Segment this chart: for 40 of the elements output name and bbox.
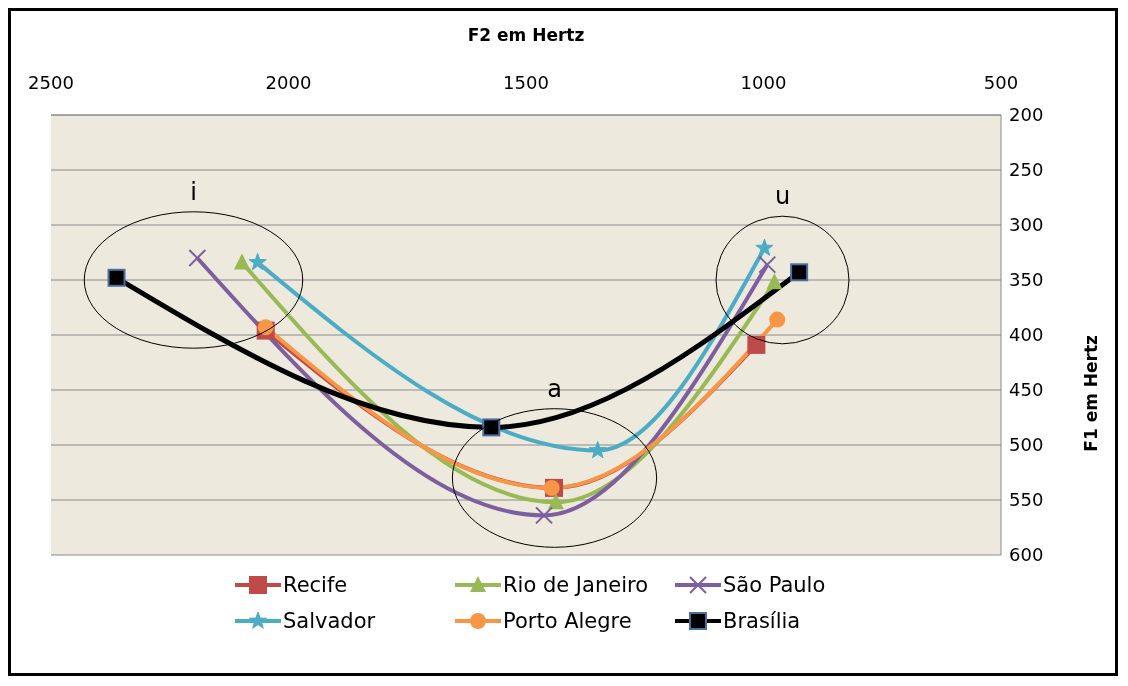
y-tick-label: 250 xyxy=(1009,159,1044,181)
x-tick-label: 1000 xyxy=(740,72,787,93)
point xyxy=(248,252,267,271)
point xyxy=(755,238,774,256)
annotation: i xyxy=(190,177,197,206)
point xyxy=(766,273,783,290)
point xyxy=(588,441,607,459)
y-tick-label: 350 xyxy=(1009,269,1044,291)
x-tick-label: 500 xyxy=(983,72,1019,93)
x-tick-label: 2000 xyxy=(265,72,312,93)
legend-label: Porto Alegre xyxy=(503,609,632,633)
point xyxy=(769,311,786,328)
legend-label: Recife xyxy=(283,573,348,597)
y-axis-title: F1 em Hertz xyxy=(1081,334,1102,452)
x-tick-label: 1500 xyxy=(503,72,549,93)
annotation: a xyxy=(547,374,562,403)
y-tick-label: 500 xyxy=(1009,434,1044,456)
y-tick-label: 450 xyxy=(1009,379,1044,401)
legend-label: Salvador xyxy=(283,609,376,633)
point xyxy=(543,479,560,496)
y-tick-label: 600 xyxy=(1009,544,1044,566)
y-tick-label: 550 xyxy=(1009,489,1044,511)
point xyxy=(188,249,207,267)
legend-label: Brasília xyxy=(723,609,801,633)
y-tick-label: 200 xyxy=(1009,104,1044,126)
point xyxy=(233,253,250,270)
point xyxy=(547,493,564,510)
point xyxy=(790,263,809,282)
legend-label: São Paulo xyxy=(723,573,826,597)
point xyxy=(747,335,766,354)
x-axis-title: F2 em Hertz xyxy=(467,25,585,45)
point xyxy=(758,255,777,274)
point xyxy=(482,418,501,437)
point xyxy=(107,268,126,287)
point xyxy=(535,506,554,525)
y-tick-label: 400 xyxy=(1009,324,1044,346)
annotation: u xyxy=(774,182,791,211)
x-tick-label: 2500 xyxy=(28,72,74,93)
y-tick-label: 300 xyxy=(1009,214,1044,236)
legend-label: Rio de Janeiro xyxy=(503,573,649,597)
